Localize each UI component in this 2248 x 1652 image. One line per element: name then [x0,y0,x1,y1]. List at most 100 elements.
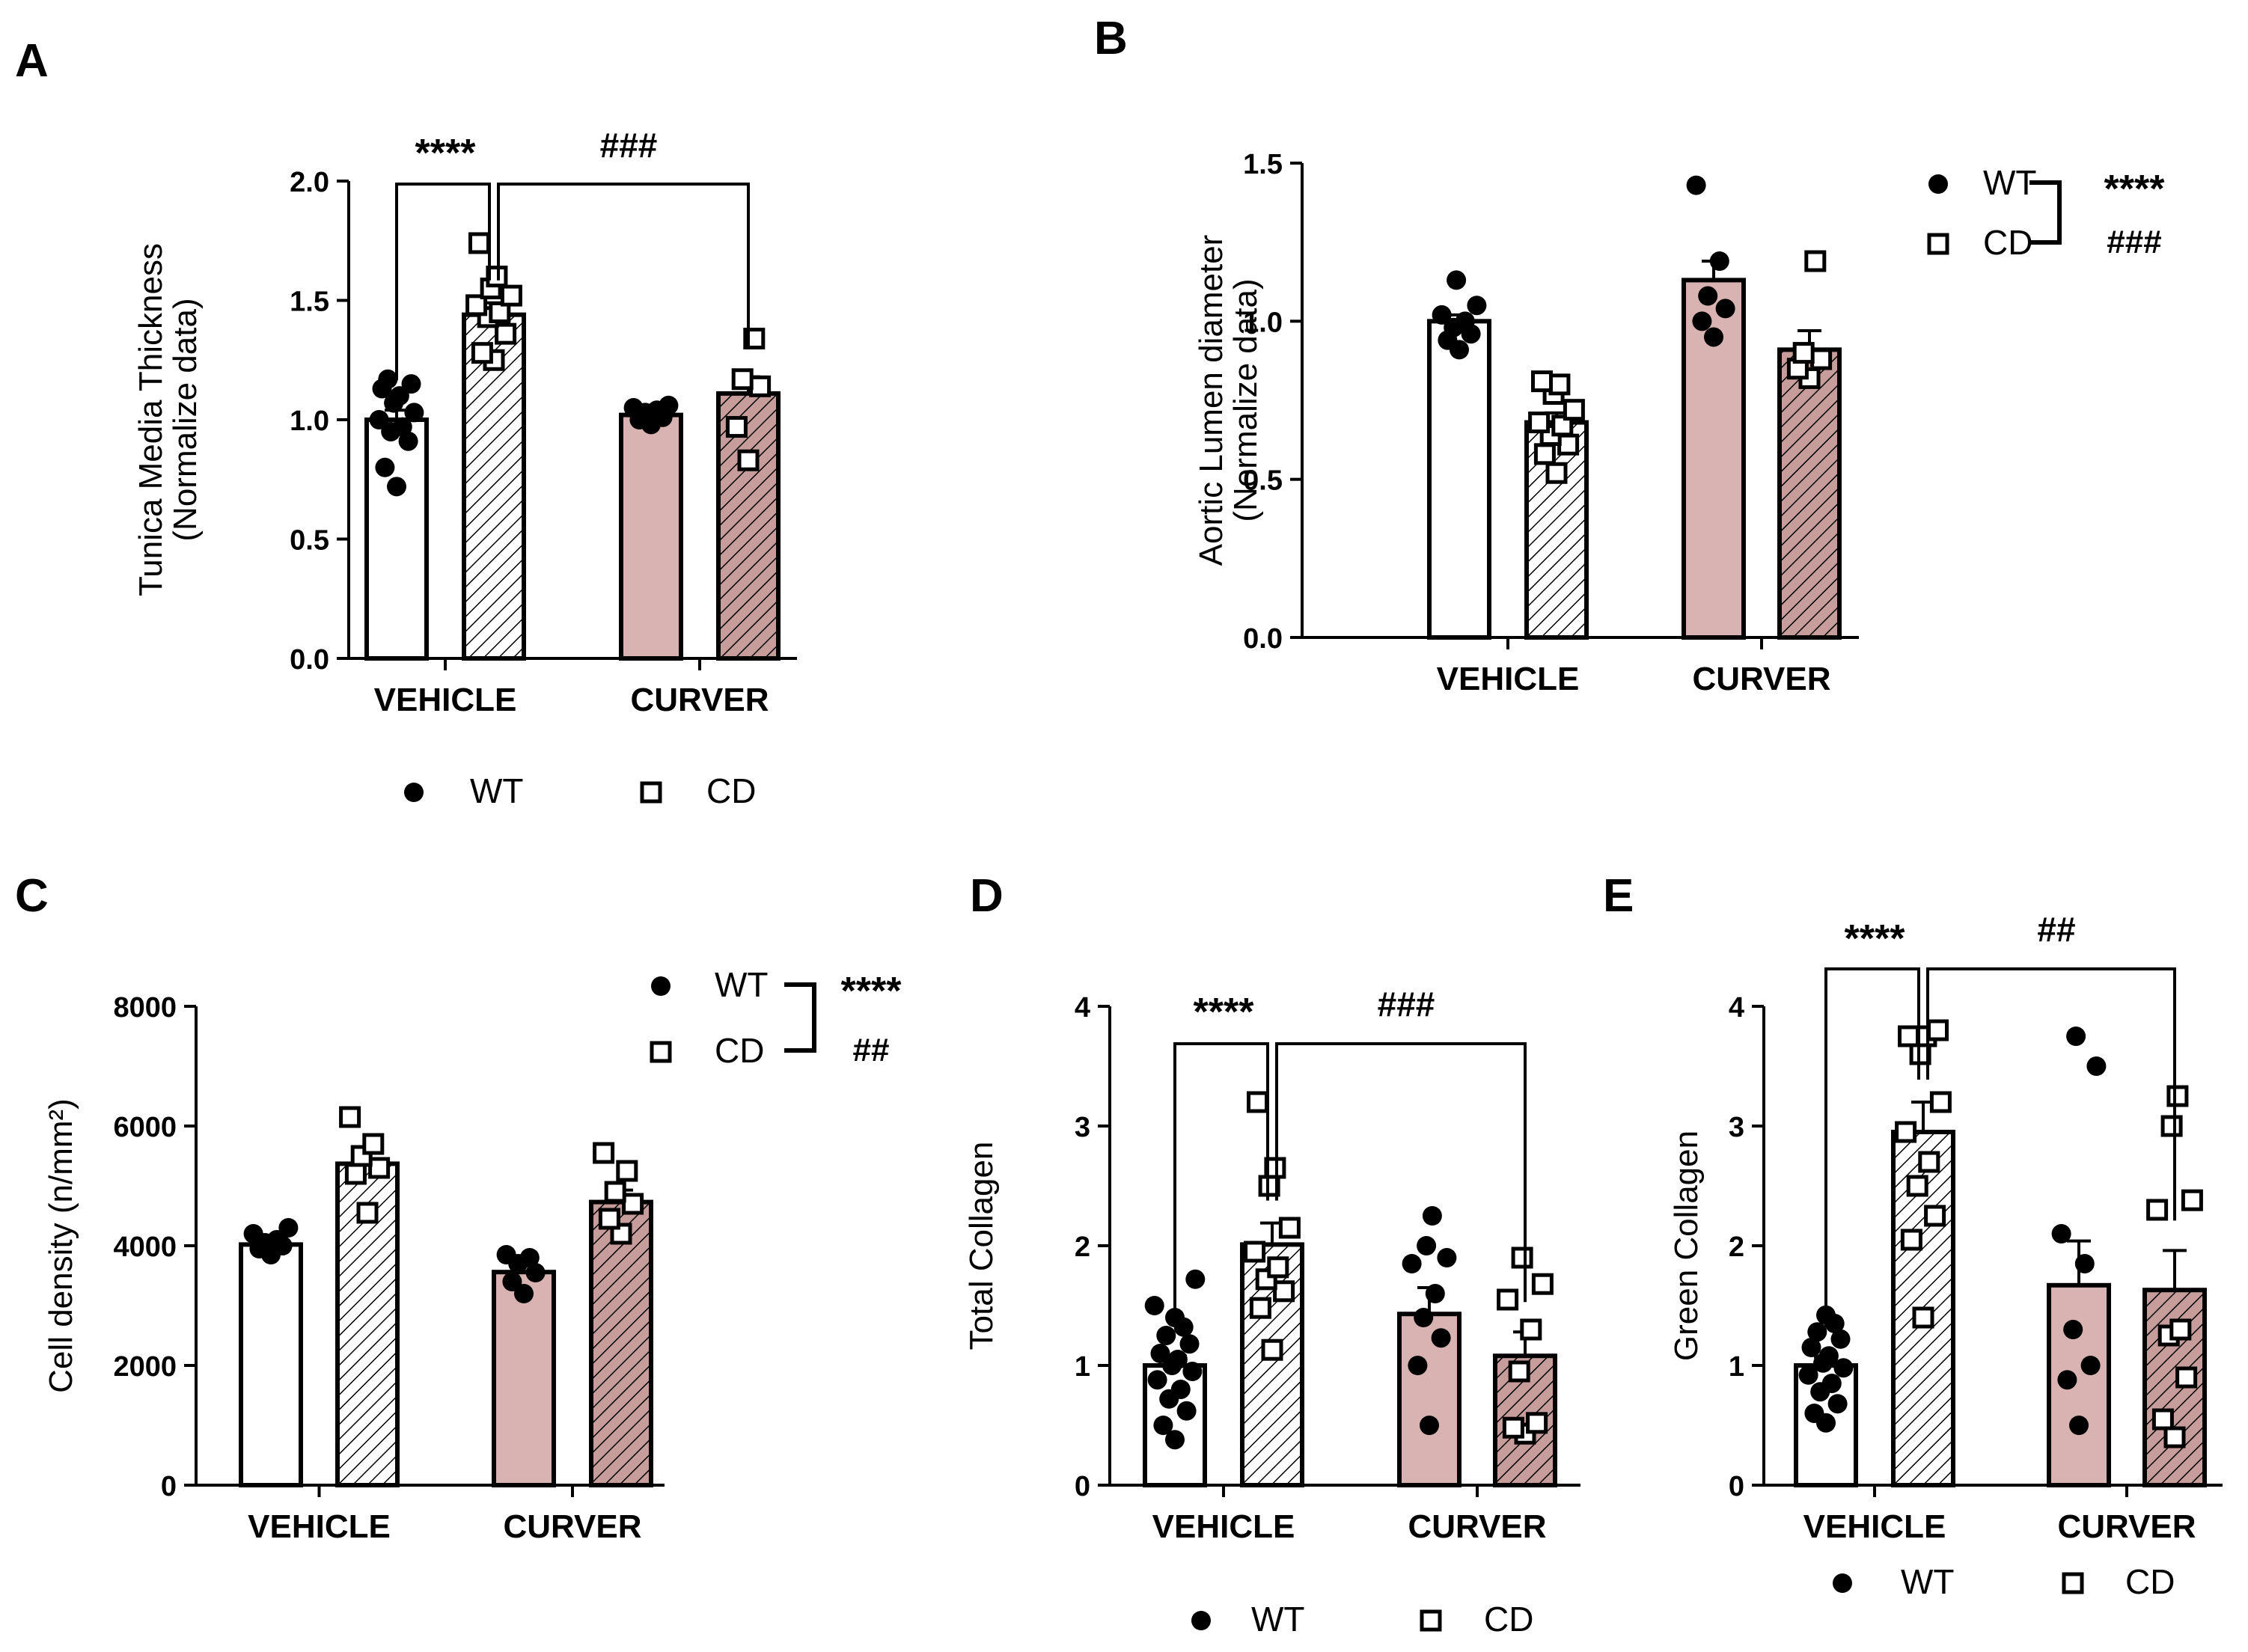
data-point-wt [1144,1296,1164,1315]
data-point-cd [1545,462,1568,484]
data-point-wt [375,457,395,477]
data-point-cd [604,1181,626,1203]
chart-panel-e: 0 1 2 3 4 Green Collagen VEHICLE CURVER **** ## WT… [1668,910,2223,1601]
data-point-wt [1801,1338,1821,1357]
bar [2047,1282,2111,1488]
legend-bracket [2029,180,2062,245]
y-tick-label: 0.5 [1243,465,1283,497]
y-tick-label: 0.0 [1243,623,1283,655]
data-point-wt [1402,1254,1422,1273]
data-point-wt [496,1245,516,1264]
data-point-wt [2066,1027,2086,1046]
data-point-wt [404,403,424,423]
data-point-cd [622,1193,644,1215]
data-point-cd [1261,1339,1283,1361]
y-tick-label: 0.5 [290,525,329,557]
data-point-wt [1804,1404,1824,1423]
significance-label: ## [2037,910,2075,949]
data-point-wt [266,1230,287,1249]
data-point-cd [1900,1229,1922,1251]
data-point-cd [1810,348,1833,370]
data-point-cd [339,1106,361,1128]
data-point-cd [737,449,760,471]
data-point-cd [2146,1199,2169,1221]
y-axis-label: (Normalize data) [167,298,204,541]
y-tick-label: 2000 [113,1351,177,1383]
y-tick-label: 1 [1075,1351,1090,1383]
data-point-cd [1511,1246,1533,1269]
significance-label: **** [2104,168,2166,211]
data-point-cd [1918,1151,1940,1173]
legend-label-cd: CD [2125,1562,2175,1601]
legend-marker-cd [640,781,662,804]
data-point-cd [2166,1085,2189,1107]
data-point-wt [389,386,409,406]
data-point-wt [369,410,389,429]
y-tick-label: 2.0 [290,167,329,198]
data-point-wt [1833,1358,1854,1378]
data-point-wt [2080,1356,2101,1375]
data-point-cd [1927,1019,1949,1041]
data-point-cd [1497,1288,1519,1311]
data-point-cd [465,294,488,316]
data-point-cd [1520,1318,1542,1341]
data-point-cd [1531,1273,1554,1295]
data-point-cd [471,342,493,364]
chart-panel-b: 0.0 0.5 1.0 1.5 Aortic Lumen diameter(Normal… [1193,149,2165,697]
legend-label-cd: CD [1484,1600,1533,1639]
y-axis-label: Total Collagen [963,1142,1000,1350]
significance-bracket [497,183,750,347]
legend-marker-wt [1191,1611,1211,1630]
data-point-cd [749,375,772,397]
data-point-cd [1804,250,1827,272]
data-point-wt [514,1284,534,1303]
y-tick-label: 8000 [113,992,177,1024]
y-tick-label: 4 [1729,992,1744,1024]
data-point-wt [2051,1224,2071,1243]
data-point-wt [1709,251,1729,272]
data-point-cd [2151,1408,2174,1431]
data-point-cd [1906,1175,1928,1197]
y-tick-label: 3 [1075,1112,1090,1143]
significance-bracket [395,183,491,381]
data-point-wt [2086,1056,2107,1076]
data-point-cd [1526,1412,1548,1434]
significance-label: ### [600,126,658,165]
data-point-cd [2169,1318,2192,1341]
y-tick-label: 1.5 [1243,149,1283,180]
data-point-cd [1548,373,1571,396]
x-category-label: VEHICLE [248,1508,391,1545]
data-point-cd [1924,1205,1946,1227]
data-point-cd [1244,1240,1266,1263]
data-point-cd [1249,1297,1271,1319]
panel-label-a: A [15,35,49,87]
data-point-wt [243,1224,263,1243]
significance-label: **** [1845,917,1906,961]
data-point-wt [519,1248,540,1267]
data-point-wt [525,1263,546,1282]
y-tick-label: 2 [1075,1232,1090,1263]
significance-label: **** [415,132,477,175]
data-point-cd [468,232,490,254]
legend-label-wt: WT [470,771,524,810]
bar [364,417,429,661]
y-tick-label: 1.0 [290,406,329,437]
significance-label: **** [1194,991,1255,1034]
data-point-wt [1807,1322,1827,1342]
data-point-wt [1156,1326,1176,1345]
data-point-cd [1528,412,1551,434]
legend-marker-cd [1927,233,1949,255]
data-point-wt [1414,1308,1434,1327]
data-point-cd [489,301,511,323]
chart-panel-d: 0 1 2 3 4 Total Collagen VEHICLE CURVER **** ### W… [963,985,1580,1639]
legend-marker-cd [1420,1609,1442,1632]
data-point-wt [2069,1416,2089,1435]
significance-label: ### [2107,224,2161,260]
data-point-wt [659,395,679,415]
data-point-wt [387,477,406,497]
data-point-wt [1692,311,1712,331]
data-point-wt [1170,1380,1191,1399]
legend-label-cd: CD [1983,223,2032,262]
data-point-wt [1447,270,1467,290]
